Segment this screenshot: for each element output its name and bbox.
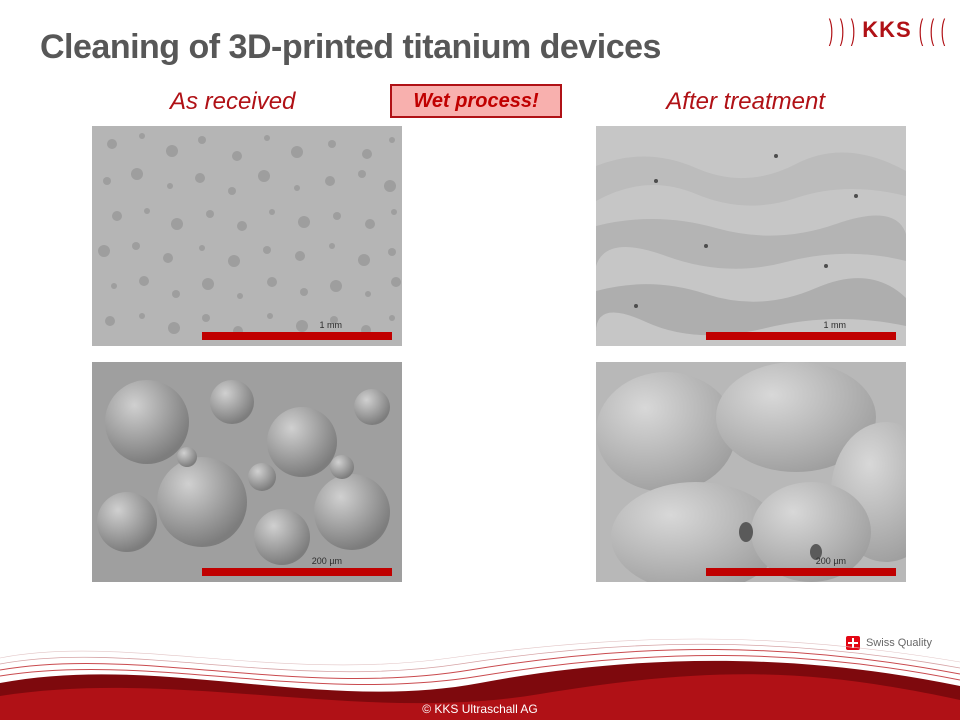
swiss-cross-icon (846, 636, 860, 650)
figure-bottom-right: 200 µm (596, 362, 906, 582)
micrograph-texture-icon (92, 362, 402, 582)
micrograph-texture-icon (596, 126, 906, 346)
scale-bar (202, 568, 392, 576)
callout-text: Wet process! (413, 90, 538, 113)
swiss-quality-label: Swiss Quality (866, 637, 932, 649)
scale-bar (706, 568, 896, 576)
sound-arc-icon: ) (829, 20, 834, 41)
swiss-quality-badge: Swiss Quality (846, 636, 932, 650)
slide: Cleaning of 3D-printed titanium devices … (0, 0, 960, 720)
figure-top-left: 1 mm (92, 126, 402, 346)
column-label-right: After treatment (666, 88, 825, 116)
micrograph-texture-icon (596, 362, 906, 582)
logo-arcs-left: ) ) ) (826, 20, 858, 41)
page-title: Cleaning of 3D-printed titanium devices (40, 28, 661, 67)
figure-grid: 1 mm 1 mm (92, 126, 906, 582)
brand-logo: ) ) ) KKS ) ) ) (832, 8, 942, 52)
sound-arc-icon: ) (929, 20, 934, 41)
callout-wet-process: Wet process! (390, 84, 562, 118)
brand-name: KKS (862, 17, 911, 43)
sound-arc-icon: ) (840, 20, 845, 41)
footer-copyright: © KKS Ultraschall AG (0, 702, 960, 716)
scale-label: 200 µm (312, 556, 342, 566)
micrograph-texture-icon (92, 126, 402, 346)
scale-label: 1 mm (824, 320, 847, 330)
figure-bottom-left: 200 µm (92, 362, 402, 582)
column-label-left: As received (170, 88, 295, 116)
scale-label: 200 µm (816, 556, 846, 566)
sound-arc-icon: ) (918, 20, 923, 41)
scale-label: 1 mm (320, 320, 343, 330)
scale-bar (706, 332, 896, 340)
scale-bar (202, 332, 392, 340)
sound-arc-icon: ) (851, 20, 856, 41)
sound-arc-icon: ) (940, 20, 945, 41)
logo-arcs-right: ) ) ) (916, 20, 948, 41)
figure-top-right: 1 mm (596, 126, 906, 346)
